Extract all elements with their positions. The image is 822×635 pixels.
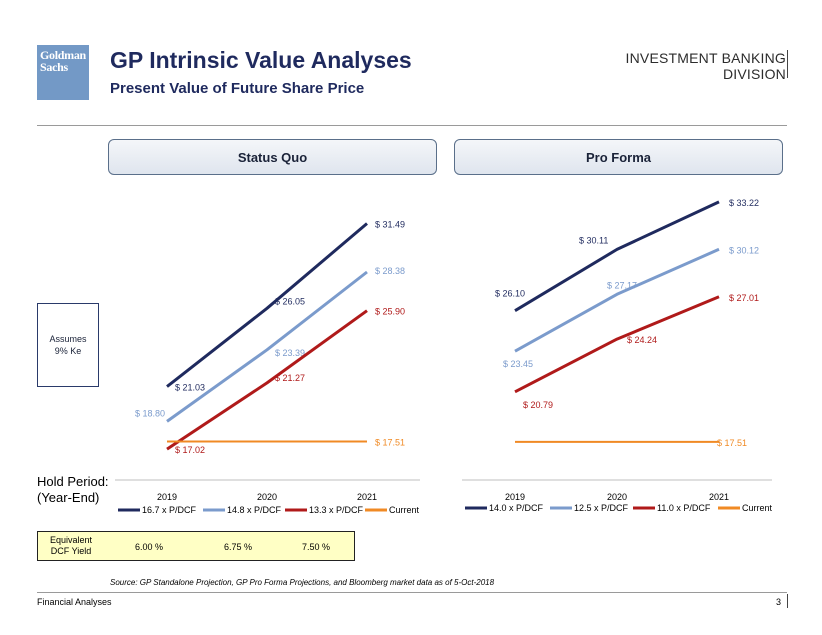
status-quo-chart: 2019 2020 2021 $ 21.03 $ 26.05 $ 31.49 $ 18.80… [115, 220, 420, 515]
data-label: $ 26.05 [275, 296, 305, 306]
data-label: $ 23.39 [275, 348, 305, 358]
series-line [166, 309, 368, 451]
dcf-yield-label-line2: DCF Yield [50, 546, 92, 556]
footer-rule [37, 592, 787, 593]
legend-label: 16.7 x P/DCF [142, 505, 197, 515]
data-label: $ 17.51 [375, 437, 405, 447]
legend-label: 14.0 x P/DCF [489, 503, 544, 513]
legend-label: 13.3 x P/DCF [309, 505, 364, 515]
data-label: $ 21.27 [275, 373, 305, 383]
hold-period-line1: Hold Period: [37, 474, 109, 489]
data-label: $ 20.79 [523, 400, 553, 410]
x-tick-label: 2021 [709, 492, 729, 502]
legend-label: Current [742, 503, 773, 513]
goldman-sachs-logo: Goldman Sachs [37, 45, 89, 100]
hold-period-line2: (Year-End) [37, 490, 100, 505]
x-tick-label: 2020 [257, 492, 277, 502]
division-line1: INVESTMENT BANKING [625, 50, 786, 66]
data-label: $ 18.80 [135, 408, 165, 418]
series-line [514, 200, 720, 312]
x-tick-label: 2021 [357, 492, 377, 502]
dcf-yield-label-line1: Equivalent [49, 535, 93, 545]
x-tick-label: 2019 [157, 492, 177, 502]
data-label: $ 27.01 [729, 293, 759, 303]
data-label: $ 27.17 [607, 280, 637, 290]
legend-label: 14.8 x P/DCF [227, 505, 282, 515]
data-label: $ 30.12 [729, 245, 759, 255]
assumption-line2: 9% Ke [54, 346, 82, 356]
division-divider [787, 50, 788, 78]
dcf-yield-value: 6.75 % [224, 542, 253, 552]
dcf-yield-label: Equivalent DCF Yield [41, 535, 101, 557]
dcf-yield-box [37, 531, 355, 561]
legend-label: 11.0 x P/DCF [657, 503, 711, 513]
data-label: $ 17.02 [175, 445, 205, 455]
assumption-box: Assumes 9% Ke [37, 303, 99, 387]
legend-label: 12.5 x P/DCF [574, 503, 629, 513]
dcf-yield-value: 7.50 % [302, 542, 331, 552]
assumption-line1: Assumes [49, 334, 87, 344]
data-label: $ 30.11 [579, 235, 608, 245]
page-number: 3 [776, 597, 782, 607]
x-tick-label: 2019 [505, 492, 525, 502]
data-label: $ 21.03 [175, 383, 205, 393]
data-label: $ 26.10 [495, 289, 525, 299]
logo-line1: Goldman [40, 48, 86, 62]
header-rule [37, 125, 787, 126]
data-label: $ 31.49 [375, 220, 405, 230]
hold-period-label: Hold Period: (Year-End) [37, 474, 109, 506]
series-line [514, 295, 720, 394]
series-line [514, 247, 720, 353]
dcf-yield-value: 6.00 % [135, 542, 164, 552]
page-number-divider [787, 594, 788, 608]
logo-line2: Sachs [40, 60, 68, 74]
data-label: $ 28.38 [375, 266, 405, 276]
data-label: $ 23.45 [503, 359, 533, 369]
data-label: $ 24.24 [627, 335, 657, 345]
x-tick-label: 2020 [607, 492, 627, 502]
data-label: $ 25.90 [375, 307, 405, 317]
footer-section-label: Financial Analyses [37, 597, 112, 607]
page-title: GP Intrinsic Value Analyses [110, 47, 412, 73]
page-subtitle: Present Value of Future Share Price [110, 80, 365, 97]
division-label: INVESTMENT BANKING DIVISION [626, 50, 786, 82]
data-label: $ 17.51 [717, 438, 747, 448]
pro-forma-title: Pro Forma [585, 149, 651, 165]
data-label: $ 33.22 [729, 198, 759, 208]
status-quo-title: Status Quo [237, 149, 308, 165]
source-footnote: Source: GP Standalone Projection, GP Pro… [110, 578, 495, 587]
division-line2: DIVISION [722, 66, 786, 82]
pro-forma-chart: 2019 2020 2021 $ 26.10 $ 30.11 $ 33.22 $ 23.45… [462, 198, 773, 513]
series-line [166, 270, 368, 423]
legend-label: Current [389, 505, 420, 515]
series-line [166, 222, 368, 388]
pro-forma-panel-header: Pro Forma [454, 139, 783, 175]
status-quo-panel-header: Status Quo [108, 139, 437, 175]
